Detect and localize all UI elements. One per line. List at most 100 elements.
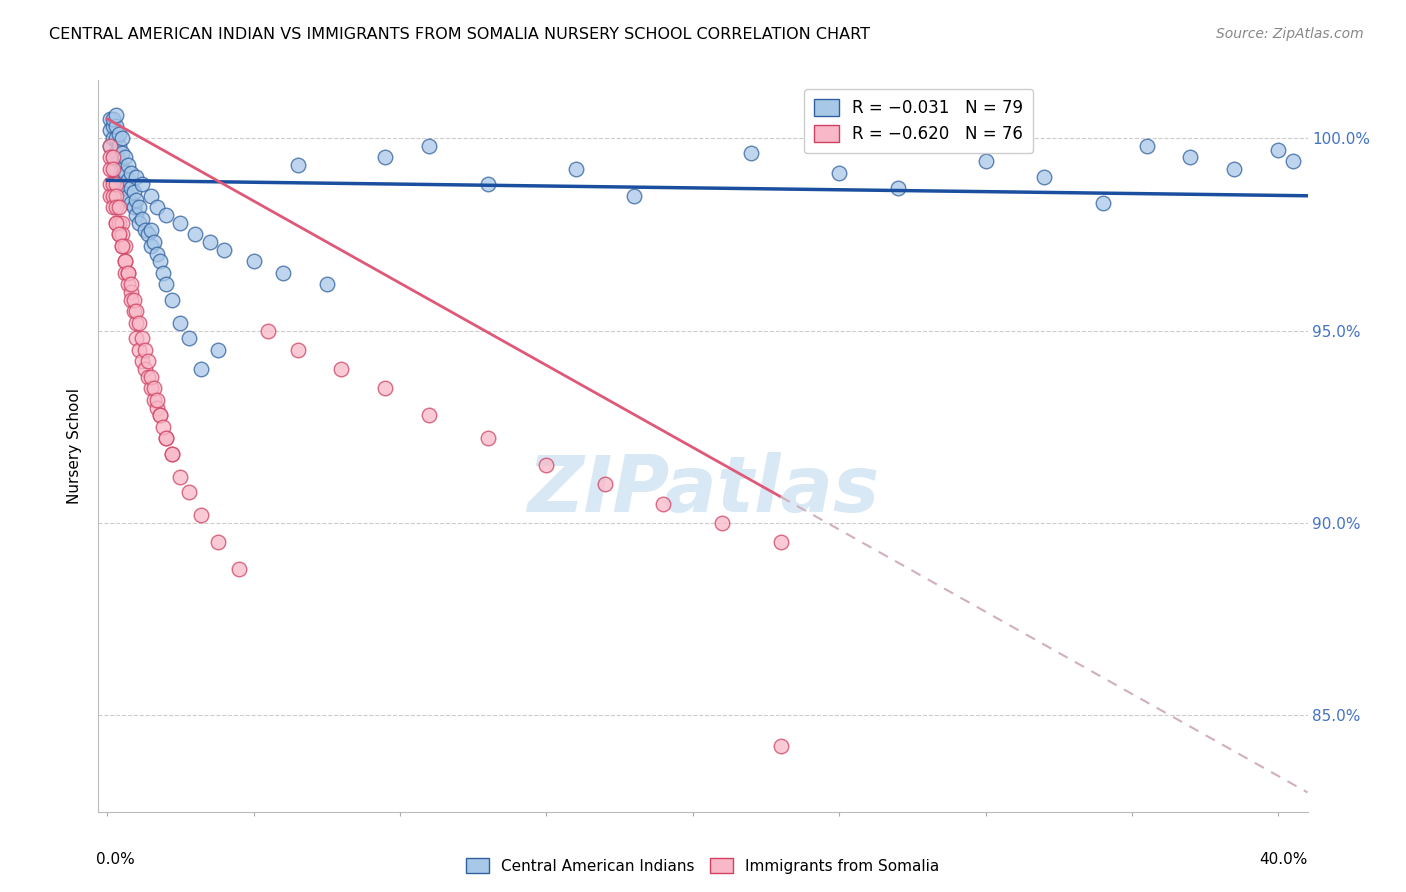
Point bbox=[152, 419, 174, 434]
Point bbox=[139, 239, 162, 253]
Point bbox=[828, 166, 851, 180]
Point bbox=[131, 331, 153, 345]
Point bbox=[114, 239, 136, 253]
Point bbox=[139, 381, 162, 395]
Point bbox=[125, 208, 148, 222]
Point bbox=[136, 354, 159, 368]
Point bbox=[111, 146, 134, 161]
Point bbox=[477, 431, 499, 445]
Point bbox=[886, 181, 908, 195]
Point bbox=[207, 535, 229, 549]
Point bbox=[1223, 161, 1246, 176]
Point bbox=[1091, 196, 1114, 211]
Point bbox=[111, 216, 134, 230]
Point bbox=[111, 131, 134, 145]
Point bbox=[136, 369, 159, 384]
Point bbox=[101, 150, 124, 164]
Text: CENTRAL AMERICAN INDIAN VS IMMIGRANTS FROM SOMALIA NURSERY SCHOOL CORRELATION CH: CENTRAL AMERICAN INDIAN VS IMMIGRANTS FR… bbox=[49, 27, 870, 42]
Point bbox=[128, 316, 150, 330]
Y-axis label: Nursery School: Nursery School bbox=[67, 388, 83, 504]
Point bbox=[740, 146, 762, 161]
Point bbox=[108, 154, 131, 169]
Point bbox=[111, 239, 134, 253]
Point bbox=[98, 112, 121, 126]
Point bbox=[146, 246, 169, 260]
Point bbox=[134, 343, 156, 357]
Text: ZIPatlas: ZIPatlas bbox=[527, 452, 879, 528]
Point bbox=[114, 266, 136, 280]
Point bbox=[155, 208, 177, 222]
Point bbox=[98, 150, 121, 164]
Point bbox=[108, 200, 131, 214]
Point bbox=[104, 188, 127, 202]
Point bbox=[136, 227, 159, 242]
Point bbox=[134, 362, 156, 376]
Point bbox=[104, 178, 127, 192]
Point bbox=[104, 161, 127, 176]
Point bbox=[122, 304, 145, 318]
Point bbox=[287, 343, 309, 357]
Point bbox=[769, 739, 792, 754]
Point bbox=[122, 185, 145, 199]
Point bbox=[143, 381, 166, 395]
Point bbox=[98, 138, 121, 153]
Point bbox=[111, 178, 134, 192]
Point bbox=[120, 196, 142, 211]
Point bbox=[139, 223, 162, 237]
Point bbox=[228, 562, 250, 576]
Point bbox=[711, 516, 734, 530]
Point bbox=[104, 216, 127, 230]
Legend: R = −0.031   N = 79, R = −0.620   N = 76: R = −0.031 N = 79, R = −0.620 N = 76 bbox=[804, 88, 1033, 153]
Point bbox=[169, 470, 191, 484]
Point bbox=[214, 243, 236, 257]
Point bbox=[101, 120, 124, 134]
Point bbox=[114, 181, 136, 195]
Point bbox=[122, 200, 145, 214]
Point bbox=[117, 158, 139, 172]
Point bbox=[108, 169, 131, 184]
Point bbox=[155, 277, 177, 292]
Point bbox=[122, 293, 145, 307]
Point bbox=[1033, 169, 1056, 184]
Point bbox=[117, 188, 139, 202]
Point bbox=[98, 123, 121, 137]
Point bbox=[139, 369, 162, 384]
Point bbox=[117, 277, 139, 292]
Point bbox=[477, 178, 499, 192]
Point bbox=[101, 188, 124, 202]
Point bbox=[125, 331, 148, 345]
Point bbox=[98, 178, 121, 192]
Point bbox=[146, 392, 169, 407]
Point bbox=[315, 277, 337, 292]
Point bbox=[169, 316, 191, 330]
Point bbox=[131, 178, 153, 192]
Point bbox=[139, 188, 162, 202]
Point bbox=[1180, 150, 1202, 164]
Point bbox=[111, 227, 134, 242]
Point bbox=[146, 401, 169, 415]
Point bbox=[108, 216, 131, 230]
Point bbox=[125, 169, 148, 184]
Point bbox=[108, 227, 131, 242]
Point bbox=[120, 181, 142, 195]
Point bbox=[418, 138, 440, 153]
Point bbox=[98, 161, 121, 176]
Point bbox=[190, 362, 212, 376]
Point bbox=[287, 158, 309, 172]
Point bbox=[536, 458, 558, 473]
Point bbox=[198, 235, 221, 249]
Point bbox=[114, 166, 136, 180]
Point bbox=[128, 216, 150, 230]
Point bbox=[149, 408, 172, 422]
Point bbox=[257, 324, 280, 338]
Point bbox=[149, 408, 172, 422]
Point bbox=[101, 178, 124, 192]
Point bbox=[134, 223, 156, 237]
Point bbox=[114, 254, 136, 268]
Point bbox=[101, 131, 124, 145]
Point bbox=[160, 447, 183, 461]
Point bbox=[143, 235, 166, 249]
Point bbox=[374, 150, 396, 164]
Point bbox=[120, 166, 142, 180]
Point bbox=[1267, 143, 1289, 157]
